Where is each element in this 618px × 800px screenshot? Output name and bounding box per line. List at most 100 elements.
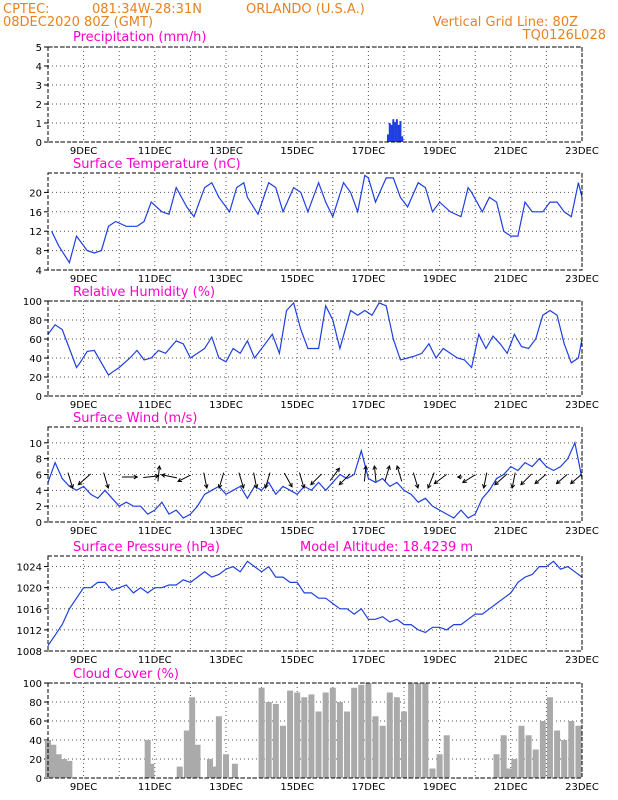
rh-frame bbox=[47, 300, 583, 397]
temp-xtick-label: 15DEC bbox=[280, 274, 314, 285]
wind-arrow bbox=[283, 472, 293, 488]
wind-arrow bbox=[177, 474, 191, 483]
cloud-bar bbox=[511, 759, 518, 778]
precip-bar bbox=[397, 124, 400, 142]
cloud-bar bbox=[148, 763, 155, 778]
wind-arrow bbox=[329, 467, 341, 481]
cloud-bar bbox=[532, 749, 539, 778]
wind-arrow bbox=[121, 474, 139, 480]
wind-arrow bbox=[372, 464, 378, 482]
wind-ytick-label: 4 bbox=[36, 486, 42, 497]
cloud-bar bbox=[500, 735, 507, 778]
precip-xtick-label: 17DEC bbox=[352, 146, 386, 157]
cloud-bar bbox=[393, 697, 400, 778]
precip-xtick-label: 23DEC bbox=[565, 146, 599, 157]
cloud-bar bbox=[365, 683, 372, 778]
pressure-ytick-label: 1016 bbox=[17, 605, 42, 616]
cloud-bar bbox=[379, 725, 386, 778]
wind-arrow bbox=[534, 473, 547, 485]
cloud-ytick-label: 20 bbox=[29, 755, 42, 766]
precip-ytick-label: 1 bbox=[36, 119, 42, 130]
precip-ytick-label: 0 bbox=[36, 138, 42, 149]
wind-ytick-label: 2 bbox=[36, 502, 42, 513]
precip-bar bbox=[390, 124, 393, 142]
precip-xtick-label: 19DEC bbox=[423, 146, 457, 157]
temp-xtick-label: 9DEC bbox=[70, 274, 97, 285]
pressure-line bbox=[47, 560, 583, 647]
cloud-ytick-label: 100 bbox=[23, 679, 42, 690]
wind-arrow bbox=[217, 472, 225, 489]
cloud-xtick-label: 23DEC bbox=[565, 782, 599, 793]
precip-bar bbox=[395, 119, 398, 142]
cloud-xtick-label: 21DEC bbox=[494, 782, 528, 793]
precip-xtick-label: 15DEC bbox=[280, 146, 314, 157]
wind-arrow bbox=[395, 465, 403, 482]
cloud-title: Cloud Cover (%) bbox=[73, 667, 179, 682]
pressure-xtick-label: 21DEC bbox=[494, 655, 528, 666]
cloud-bar bbox=[493, 754, 500, 778]
wind-arrow bbox=[520, 473, 533, 486]
precip-bar bbox=[386, 134, 389, 142]
rh-line bbox=[47, 301, 583, 376]
cloud-bar bbox=[287, 690, 294, 778]
header-code: TQ0126L028 bbox=[522, 28, 606, 43]
cloud-bar bbox=[176, 766, 183, 778]
cloud-bar bbox=[539, 721, 546, 778]
temp-title: Surface Temperature (nC) bbox=[73, 157, 241, 172]
wind-xtick-label: 21DEC bbox=[494, 526, 528, 537]
cloud-bar bbox=[61, 759, 68, 778]
cloud-bar bbox=[308, 694, 315, 778]
precip-ytick-label: 2 bbox=[36, 100, 42, 111]
wind-arrow bbox=[143, 473, 160, 479]
rh-ytick-label: 60 bbox=[29, 335, 42, 346]
pressure-ytick-label: 1024 bbox=[17, 563, 42, 574]
wind-title: Surface Wind (m/s) bbox=[73, 411, 197, 426]
cloud-bar bbox=[518, 725, 525, 778]
rh-title: Relative Humidity (%) bbox=[73, 285, 215, 300]
precip-ytick-label: 3 bbox=[36, 81, 42, 92]
rh-xtick-label: 19DEC bbox=[423, 400, 457, 411]
cloud-bar bbox=[506, 768, 513, 778]
rh-ytick-label: 0 bbox=[36, 392, 42, 403]
cloud-bar bbox=[272, 703, 279, 778]
cloud-bar bbox=[351, 687, 358, 778]
temp-xtick-label: 17DEC bbox=[352, 274, 386, 285]
cloud-bar bbox=[436, 754, 443, 778]
pressure-frame bbox=[47, 555, 583, 652]
cloud-bar bbox=[344, 711, 351, 778]
precip-bar bbox=[392, 119, 395, 142]
rh-ytick-label: 40 bbox=[29, 354, 42, 365]
cloud-frame bbox=[47, 682, 583, 779]
header-date: 08DEC2020 80Z (GMT) bbox=[3, 15, 153, 30]
rh-panel: 0 20 40 60 80 100 9DEC 11DEC 13DEC 15DEC 17DEC 19DE… bbox=[23, 297, 599, 411]
wind-arrow bbox=[384, 465, 391, 482]
precip-bar bbox=[401, 136, 404, 142]
wind-xtick-label: 11DEC bbox=[138, 526, 172, 537]
rh-xtick-label: 23DEC bbox=[565, 400, 599, 411]
header-source: CPTEC: bbox=[3, 2, 50, 17]
cloud-bar bbox=[279, 725, 286, 778]
cloud-bar bbox=[265, 702, 272, 778]
wind-arrow bbox=[67, 472, 74, 489]
cloud-bar bbox=[66, 760, 73, 778]
cloud-xtick-label: 15DEC bbox=[280, 782, 314, 793]
wind-ytick-label: 6 bbox=[36, 471, 42, 482]
header-location: ORLANDO (U.S.A.) bbox=[246, 2, 365, 17]
cloud-bar bbox=[189, 697, 196, 778]
wind-xtick-label: 13DEC bbox=[209, 526, 243, 537]
wind-arrow bbox=[569, 473, 582, 485]
temp-line bbox=[51, 174, 583, 265]
precip-xtick-label: 13DEC bbox=[209, 146, 243, 157]
temp-xtick-label: 21DEC bbox=[494, 274, 528, 285]
precip-xtick-label: 11DEC bbox=[138, 146, 172, 157]
precip-bar bbox=[394, 122, 397, 142]
wind-arrow bbox=[264, 472, 271, 489]
cloud-bar bbox=[401, 711, 407, 778]
wind-arrow bbox=[482, 472, 488, 490]
pressure-xtick-label: 9DEC bbox=[70, 655, 97, 666]
cloud-bar bbox=[443, 735, 450, 778]
cloud-bar bbox=[575, 725, 582, 778]
rh-xtick-label: 15DEC bbox=[280, 400, 314, 411]
wind-arrow bbox=[338, 473, 351, 486]
pressure-xtick-label: 15DEC bbox=[280, 655, 314, 666]
